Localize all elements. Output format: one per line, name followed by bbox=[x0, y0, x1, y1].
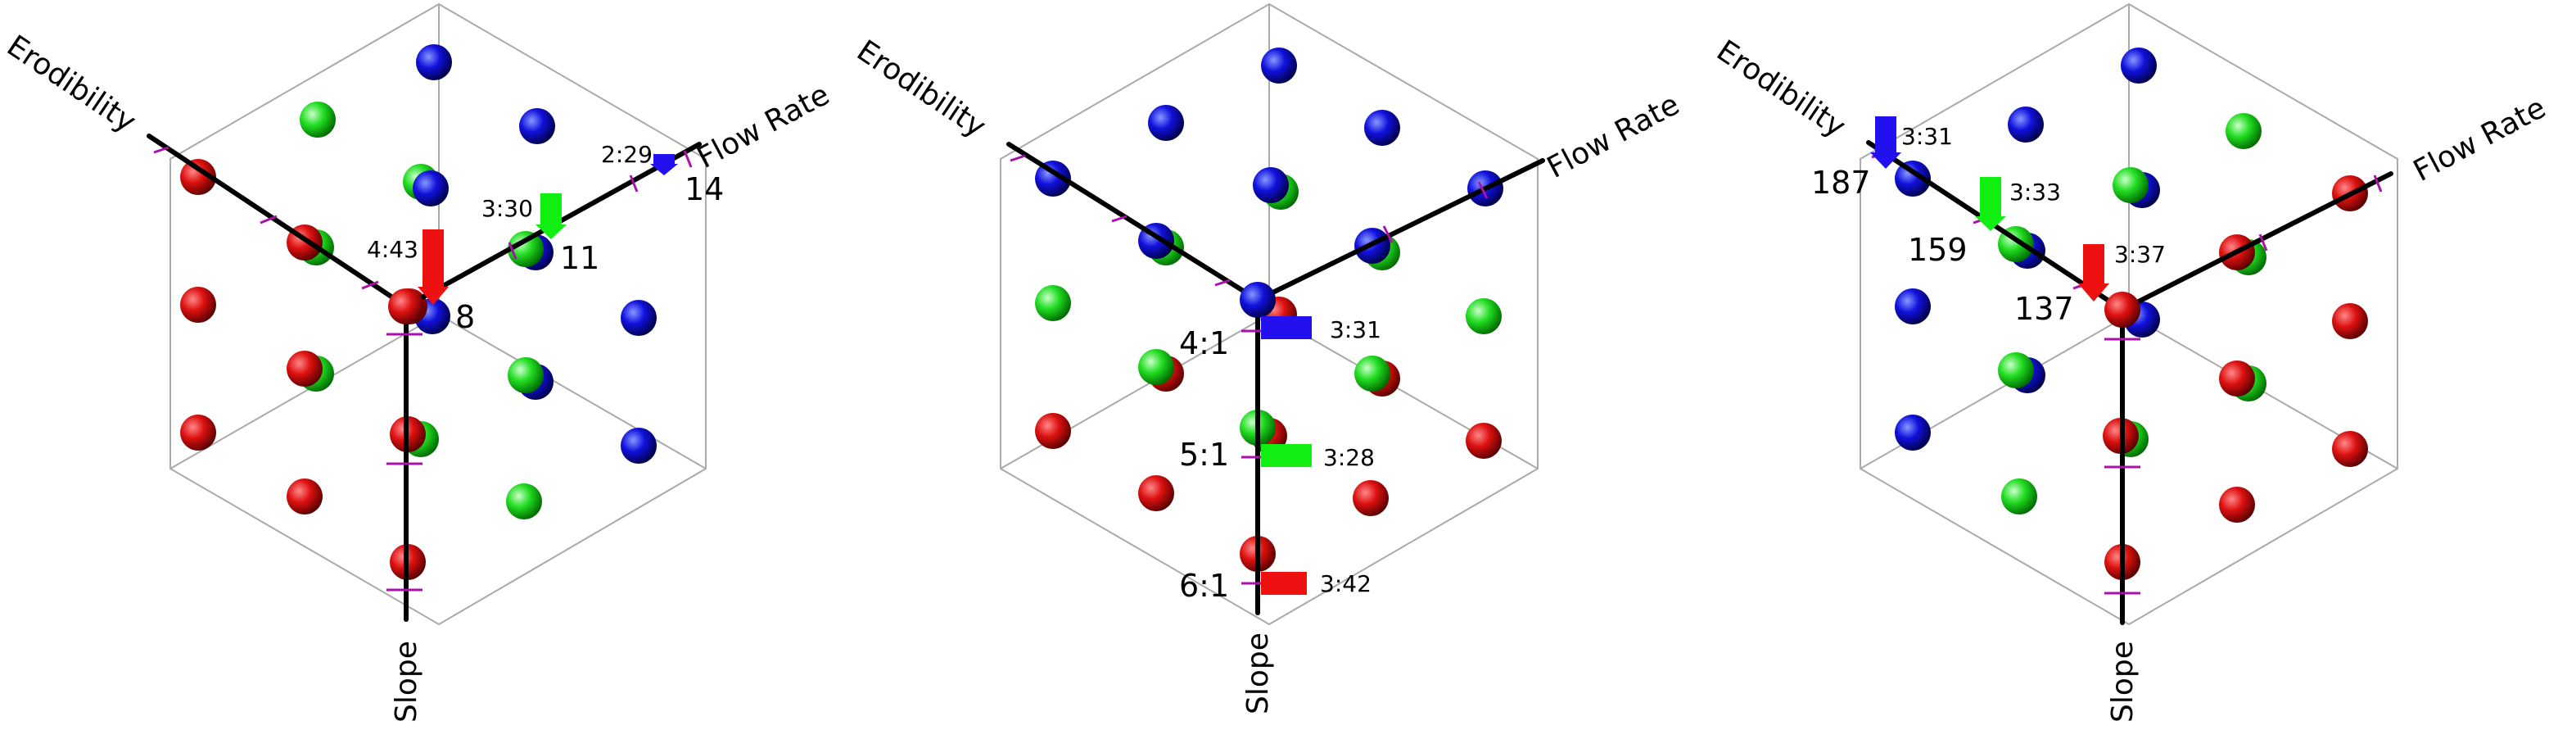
sphere-blue bbox=[1895, 415, 1931, 451]
panel-middle-ticks bbox=[1010, 154, 1489, 585]
sphere-red bbox=[388, 288, 424, 324]
sphere-blue bbox=[519, 108, 555, 144]
bar-green bbox=[1261, 444, 1312, 467]
bar-blue bbox=[1875, 116, 1896, 154]
sphere-blue bbox=[1148, 105, 1184, 141]
panel-left-axes bbox=[147, 134, 702, 622]
bar-label: 3:30 bbox=[481, 195, 533, 222]
axis-label-flow-rate: Flow Rate bbox=[1542, 88, 1685, 185]
sphere-green bbox=[506, 483, 542, 519]
sphere-blue bbox=[1035, 161, 1071, 197]
sphere-blue bbox=[621, 300, 657, 336]
sphere-blue bbox=[1895, 161, 1931, 197]
bar-green bbox=[1980, 177, 2001, 218]
axis-label-flow-rate: Flow Rate bbox=[2408, 91, 2551, 188]
axis-label-slope: Slope bbox=[390, 641, 423, 723]
value-label: 5:1 bbox=[1179, 437, 1229, 473]
sphere-blue bbox=[1895, 288, 1931, 324]
bar-label: 3:37 bbox=[2114, 241, 2166, 268]
sphere-red bbox=[287, 478, 323, 515]
sphere-red bbox=[2219, 487, 2255, 523]
sphere-blue bbox=[413, 170, 449, 206]
bar-red-arrow bbox=[2078, 283, 2109, 302]
axis-label-erodibility: Erodibility bbox=[1, 29, 142, 139]
bar-blue bbox=[653, 154, 675, 165]
bar-blue-arrow bbox=[650, 164, 678, 175]
sphere-red bbox=[180, 415, 216, 451]
value-label: 187 bbox=[1811, 165, 1871, 201]
sphere-green bbox=[508, 357, 544, 393]
value-label: 6:1 bbox=[1179, 568, 1229, 604]
value-label: 11 bbox=[560, 240, 599, 276]
panel-left-ticks bbox=[153, 146, 693, 592]
sphere-blue bbox=[1253, 167, 1289, 203]
sphere-green bbox=[2001, 478, 2037, 515]
bar-red-arrow bbox=[418, 287, 449, 305]
sphere-blue bbox=[2121, 48, 2157, 84]
value-label: 8 bbox=[455, 299, 475, 335]
sphere-red bbox=[180, 287, 216, 323]
value-label: 4:1 bbox=[1179, 325, 1229, 361]
value-label: 14 bbox=[685, 171, 724, 207]
bar-green-arrow bbox=[536, 224, 567, 239]
sphere-green bbox=[1138, 349, 1174, 385]
bar-label: 4:43 bbox=[367, 236, 418, 263]
panel-middle-axes bbox=[1006, 142, 1545, 615]
sphere-red bbox=[1138, 475, 1174, 511]
bar-blue bbox=[1261, 316, 1312, 339]
axis-label-flow-rate: Flow Rate bbox=[692, 78, 835, 175]
sphere-green bbox=[1354, 356, 1390, 392]
sphere-red bbox=[2332, 303, 2368, 339]
sphere-red bbox=[2104, 292, 2140, 328]
sphere-green bbox=[1466, 298, 1502, 334]
bar-blue-arrow bbox=[1870, 152, 1901, 169]
sphere-blue bbox=[2008, 107, 2044, 143]
bar-label: 3:33 bbox=[2009, 179, 2061, 206]
sphere-red bbox=[2219, 360, 2255, 397]
sphere-red bbox=[180, 159, 216, 195]
bar-label: 3:42 bbox=[1320, 570, 1372, 597]
axis-label-slope: Slope bbox=[2106, 641, 2140, 723]
sphere-blue bbox=[416, 44, 452, 80]
bar-red bbox=[423, 229, 444, 288]
sphere-green bbox=[300, 102, 336, 138]
panel-right: Erodibility Flow Rate Slope 3:31 3:33 3:… bbox=[1711, 2, 2551, 723]
bar-label: 3:31 bbox=[1901, 123, 1953, 150]
sphere-green bbox=[1998, 352, 2034, 388]
sphere-blue bbox=[621, 428, 657, 464]
sphere-red bbox=[2332, 431, 2368, 467]
axis-label-slope: Slope bbox=[1241, 633, 1275, 714]
bar-label: 2:29 bbox=[601, 141, 653, 168]
sphere-red bbox=[1466, 423, 1502, 459]
sphere-red bbox=[1035, 413, 1071, 449]
sphere-green bbox=[2113, 167, 2149, 203]
bar-green bbox=[540, 193, 562, 226]
value-label: 137 bbox=[2014, 291, 2074, 327]
bar-label: 3:28 bbox=[1323, 444, 1375, 471]
bar-red bbox=[2083, 244, 2104, 285]
sphere-red bbox=[287, 351, 323, 387]
axis-label-erodibility: Erodibility bbox=[1711, 34, 1851, 144]
bar-label: 3:31 bbox=[1330, 316, 1381, 343]
sphere-blue bbox=[1240, 282, 1276, 318]
panel-left: Erodibility Flow Rate Slope 4:43 3:30 2:… bbox=[1, 2, 835, 723]
panel-middle: Erodibility Flow Rate Slope 3:31 3:28 3:… bbox=[851, 2, 1685, 714]
sphere-red bbox=[1353, 480, 1389, 516]
bar-red bbox=[1261, 572, 1307, 595]
sphere-blue bbox=[1261, 48, 1297, 84]
axis-label-erodibility: Erodibility bbox=[851, 34, 992, 144]
bar-green-arrow bbox=[1975, 216, 2006, 231]
sphere-green bbox=[1035, 285, 1071, 321]
sphere-blue bbox=[1364, 110, 1400, 146]
sphere-green bbox=[2226, 113, 2262, 149]
value-label: 159 bbox=[1908, 232, 1968, 268]
